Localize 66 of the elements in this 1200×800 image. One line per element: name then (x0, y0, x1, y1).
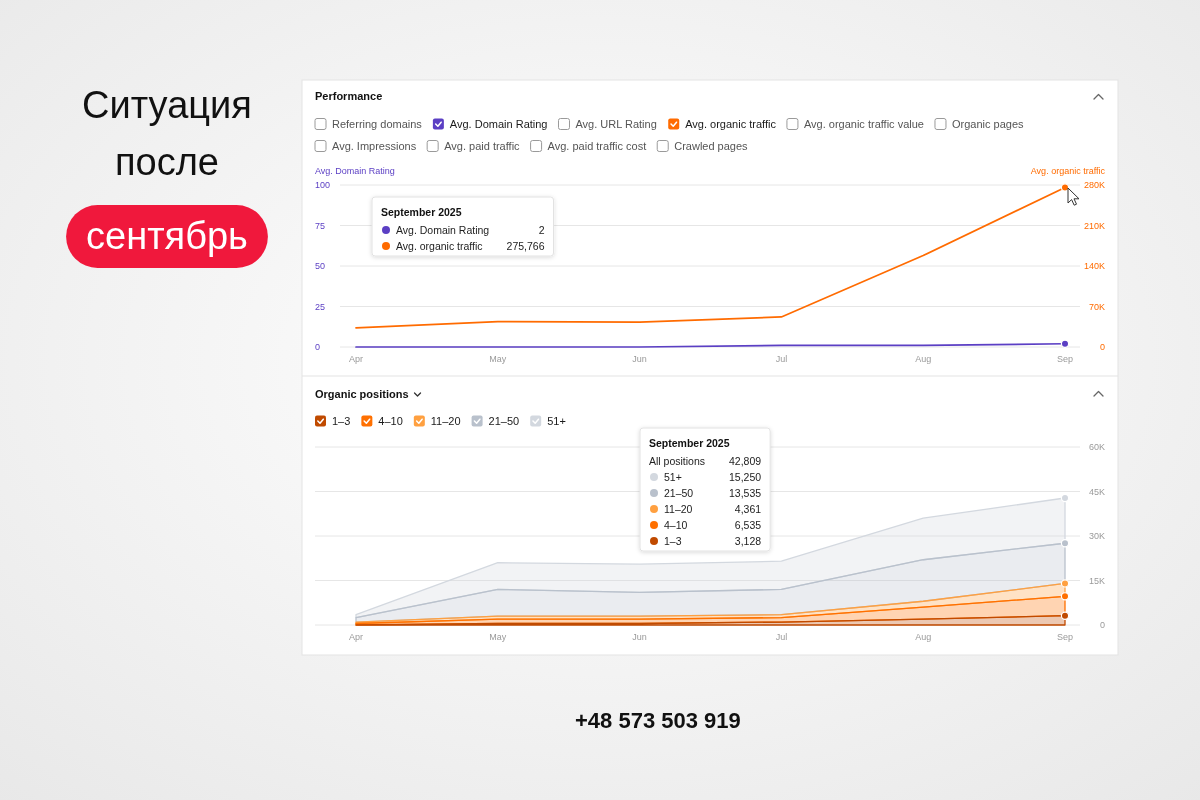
x-tick-label: Sep (1056, 632, 1074, 642)
y-tick-label: 75 (315, 220, 326, 231)
y-tick-label: 25 (315, 301, 326, 312)
x-tick-label: Sep (1056, 354, 1074, 364)
text: Referring domains (332, 118, 423, 130)
legend-label: 11–20 (664, 503, 693, 515)
x-tick-label: May (489, 632, 507, 642)
y2-tick-label: 280K (1083, 180, 1105, 190)
text: Ситуация после (82, 84, 252, 183)
text: Avg. Impressions (332, 140, 417, 152)
text: +48 573 503 919 (575, 708, 741, 733)
y-tick-label: 45K (1088, 486, 1105, 497)
x-tick-label: Jul (775, 632, 788, 642)
legend-label: 4–10 (664, 519, 688, 531)
x-tick-label: Jun (632, 632, 647, 642)
text: Avg. organic traffic value (803, 118, 924, 130)
legend-label: 51+ (664, 471, 682, 483)
y-tick-label: 30K (1088, 531, 1105, 541)
text: 1–3 (332, 415, 351, 427)
y2-axis-title: Avg. organic traffic (1030, 166, 1106, 176)
text: Avg. organic traffic (685, 118, 776, 130)
annotation: 6,535 (734, 519, 762, 531)
annotation: 42,809 (729, 455, 762, 467)
x-tick-label: Apr (348, 632, 364, 642)
y-tick-label: 60K (1088, 442, 1105, 452)
x-tick-label: Aug (915, 354, 932, 364)
text: Avg. paid traffic (444, 140, 521, 152)
y-tick-label: 0 (1099, 620, 1105, 630)
text: 11–20 (430, 415, 461, 427)
annotation: September 2025 (381, 206, 462, 218)
y-tick-label: 0 (315, 342, 321, 352)
text: 51+ (547, 415, 566, 427)
chart-title: Performance (315, 90, 383, 102)
y2-tick-label: 210K (1083, 220, 1105, 231)
annotation: All positions (649, 455, 706, 467)
text: сентябрь (86, 215, 248, 257)
y2-tick-label: 70K (1088, 301, 1105, 312)
x-tick-label: Apr (348, 354, 364, 364)
y2-tick-label: 140K (1083, 261, 1105, 271)
text: 4–10 (378, 415, 403, 427)
x-tick-label: Jun (632, 354, 647, 364)
x-tick-label: Jul (775, 354, 788, 364)
text: Avg. paid traffic cost (547, 140, 647, 152)
y-tick-label: 50 (315, 261, 326, 271)
y-tick-label: 100 (315, 180, 331, 190)
annotation: 3,128 (734, 535, 762, 547)
text: 21–50 (488, 415, 520, 427)
text: Avg. URL Rating (575, 118, 657, 130)
legend-label: 1–3 (664, 535, 682, 547)
y-tick-label: 15K (1088, 575, 1105, 586)
chart-title: Organic positions (315, 388, 409, 400)
y-axis-title: Avg. Domain Rating (315, 166, 395, 176)
annotation: 15,250 (729, 471, 762, 483)
annotation: 275,766 (506, 240, 545, 252)
annotation: 4,361 (734, 503, 762, 515)
x-tick-label: May (489, 354, 507, 364)
x-tick-label: Aug (915, 632, 932, 642)
legend-label: 21–50 (664, 487, 694, 499)
legend-label: Avg. Domain Rating (396, 224, 490, 236)
text: Crawled pages (674, 140, 749, 152)
annotation: 13,535 (729, 487, 762, 499)
text: Organic pages (951, 118, 1025, 130)
annotation: September 2025 (649, 437, 730, 449)
text: Avg. Domain Rating (449, 118, 548, 130)
legend-label: Avg. organic traffic (396, 240, 483, 252)
annotation: 2 (538, 224, 545, 236)
